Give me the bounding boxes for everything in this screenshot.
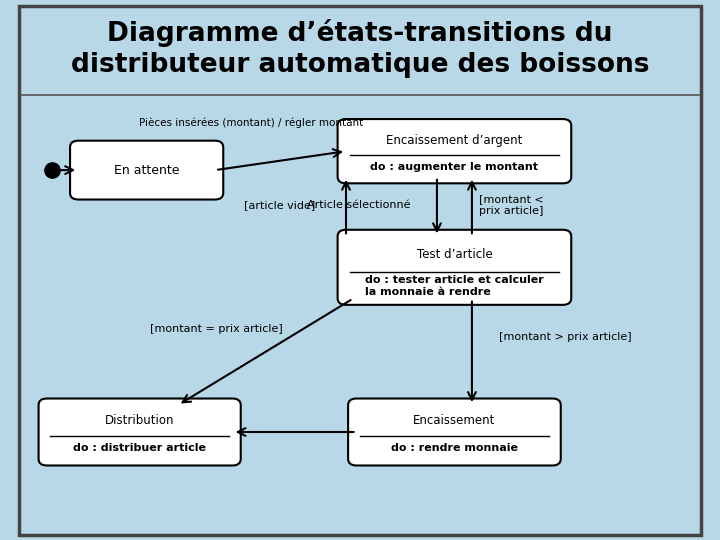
Text: [article vide]: [article vide] xyxy=(244,200,315,210)
Text: En attente: En attente xyxy=(114,164,179,177)
Text: Encaissement: Encaissement xyxy=(413,414,495,427)
FancyBboxPatch shape xyxy=(19,6,701,535)
FancyBboxPatch shape xyxy=(39,399,240,465)
FancyBboxPatch shape xyxy=(338,119,571,184)
FancyBboxPatch shape xyxy=(70,140,223,199)
FancyBboxPatch shape xyxy=(348,399,561,465)
Text: Pièces insérées (montant) / régler montant: Pièces insérées (montant) / régler monta… xyxy=(140,117,364,128)
Text: Test d’article: Test d’article xyxy=(417,248,492,261)
Text: do : augmenter le montant: do : augmenter le montant xyxy=(370,161,539,172)
Text: do : rendre monnaie: do : rendre monnaie xyxy=(391,443,518,453)
Text: do : distribuer article: do : distribuer article xyxy=(73,443,206,453)
Text: [montant > prix article]: [montant > prix article] xyxy=(498,333,631,342)
Text: Distribution: Distribution xyxy=(105,414,174,427)
Text: [montant = prix article]: [montant = prix article] xyxy=(150,325,283,334)
Text: [montant <
prix article]: [montant < prix article] xyxy=(479,194,544,216)
Text: do : tester article et calculer
la monnaie à rendre: do : tester article et calculer la monna… xyxy=(365,275,544,297)
Text: Article sélectionné: Article sélectionné xyxy=(307,200,410,210)
Text: Encaissement d’argent: Encaissement d’argent xyxy=(386,134,523,147)
FancyBboxPatch shape xyxy=(338,230,571,305)
Text: Diagramme d’états-transitions du
distributeur automatique des boissons: Diagramme d’états-transitions du distrib… xyxy=(71,19,649,78)
